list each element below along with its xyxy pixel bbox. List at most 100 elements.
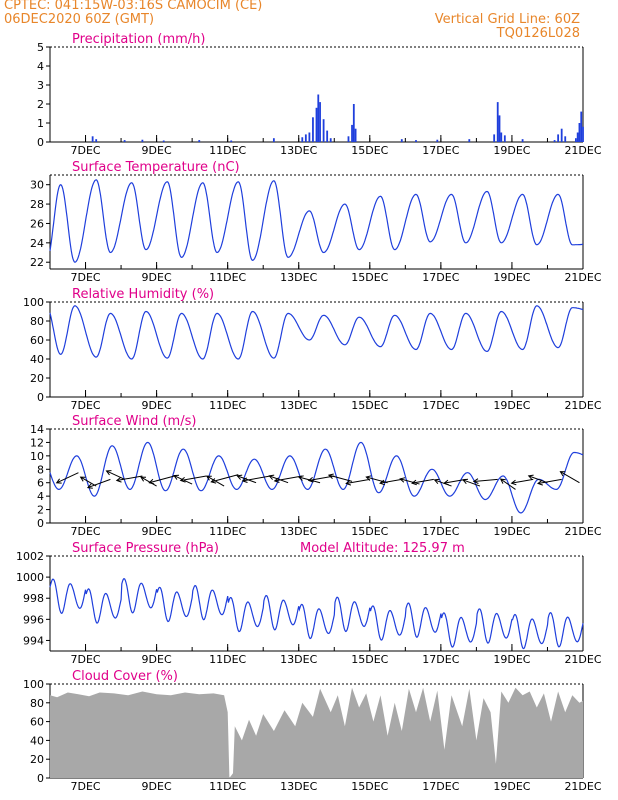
rh-ytick-label: 100 [23, 296, 44, 309]
wind-xtick-label: 17DEC [422, 525, 459, 538]
wind-vector [140, 476, 157, 487]
wind-vector [211, 474, 239, 483]
rh-title: Relative Humidity (%) [72, 287, 214, 302]
rh-ytick-label: 60 [30, 334, 44, 347]
wind-vector-head [365, 475, 372, 481]
wind-vector-head [345, 480, 352, 486]
precip-bar [553, 140, 556, 142]
cloud-xtick-label: 17DEC [422, 780, 459, 793]
wind-ytick-label: 14 [30, 423, 44, 436]
cloud-xtick-label: 19DEC [493, 780, 530, 793]
wind-xtick-label: 7DEC [70, 525, 100, 538]
rh-panel: Relative Humidity (%) 0 20 40 60 80 100 7DEC 9DE… [23, 287, 602, 412]
temp-ytick-label: 26 [30, 217, 44, 230]
wind-ytick-label: 0 [37, 517, 44, 530]
pres-subtitle: Model Altitude: 125.97 m [300, 541, 465, 556]
precip-bar [498, 115, 501, 142]
temp-xtick-label: 17DEC [422, 271, 459, 284]
wind-vector [116, 475, 143, 482]
wind-vector [462, 479, 481, 487]
cloud-xtick-label: 7DEC [70, 780, 100, 793]
wind-vector-head [536, 480, 543, 486]
wind-vector [380, 478, 402, 484]
precip-ytick-label: 4 [37, 60, 44, 73]
cloud-ytick-label: 0 [37, 772, 44, 785]
wind-vector-head [411, 479, 417, 486]
pres-line [49, 578, 584, 650]
precip-panel: Precipitation (mm/h) 0 1 2 3 4 5 7DEC 9DEC 11DEC 1… [37, 32, 602, 157]
header-station: CPTEC: 041:15W-03:16S CAMOCIM (CE) [4, 0, 263, 13]
rh-xtick-label: 9DEC [142, 399, 172, 412]
wind-vector-head [268, 474, 275, 480]
precip-xtick-label: 21DEC [564, 144, 601, 157]
rh-ytick-label: 40 [30, 353, 44, 366]
precip-bar [315, 107, 318, 142]
precip-xtick-label: 17DEC [422, 144, 459, 157]
precip-bar [347, 136, 350, 142]
precip-bar [578, 123, 581, 142]
precip-bar [503, 135, 506, 142]
precip-xtick-label: 19DEC [493, 144, 530, 157]
cloud-area [50, 687, 583, 778]
temp-xtick-label: 15DEC [351, 271, 388, 284]
rh-xtick-label: 17DEC [422, 399, 459, 412]
precip-bar [141, 139, 144, 142]
pres-xtick-label: 21DEC [564, 653, 601, 666]
wind-vector [87, 478, 111, 489]
cloud-panel: Cloud Cover (%) 0 20 40 60 80 100 7DEC 9DEC 11DEC… [23, 669, 602, 793]
precip-bar [304, 134, 307, 142]
wind-vector-head [236, 474, 243, 480]
wind-vector [56, 472, 79, 484]
wind-vector [346, 478, 370, 485]
wind-vector-head [297, 475, 304, 481]
wind-ytick-label: 12 [30, 436, 44, 449]
rh-ytick-label: 80 [30, 315, 44, 328]
precip-bar [230, 140, 233, 142]
wind-vector [528, 475, 548, 484]
wind-xtick-label: 19DEC [493, 525, 530, 538]
precip-bar [272, 138, 275, 142]
wind-vector [366, 476, 388, 484]
rh-xtick-label: 11DEC [209, 399, 246, 412]
rh-xtick-label: 13DEC [280, 399, 317, 412]
wind-xtick-label: 21DEC [564, 525, 601, 538]
precip-bar [351, 124, 353, 142]
precip-bar [91, 136, 94, 142]
precip-bar [162, 140, 165, 142]
cloud-ytick-label: 40 [30, 734, 44, 747]
precip-bar [557, 134, 560, 142]
pres-xtick-label: 11DEC [209, 653, 246, 666]
wind-vector [237, 475, 257, 484]
wind-vector-head [273, 477, 280, 483]
wind-vector [537, 478, 562, 485]
wind-vector [511, 478, 534, 484]
rh-xtick-label: 19DEC [493, 399, 530, 412]
pres-xtick-label: 17DEC [422, 653, 459, 666]
wind-vector-head [55, 478, 62, 484]
temp-panel: Surface Temperature (nC) 22 24 26 28 30 7DEC 9D… [30, 160, 602, 284]
temp-ytick-label: 28 [30, 198, 44, 211]
precip-ytick-label: 3 [37, 79, 44, 92]
pres-xtick-label: 13DEC [280, 653, 317, 666]
rh-xtick-label: 15DEC [351, 399, 388, 412]
rh-xtick-label: 21DEC [564, 399, 601, 412]
wind-xtick-label: 15DEC [351, 525, 388, 538]
precip-bar [415, 140, 417, 142]
cloud-xtick-label: 13DEC [280, 780, 317, 793]
wind-vector [473, 478, 498, 482]
wind-vector [400, 478, 420, 485]
wind-vector-head [210, 478, 217, 484]
precip-bar [95, 139, 98, 142]
wind-line [49, 441, 584, 514]
precip-bar [326, 130, 329, 142]
precip-xtick-label: 9DEC [142, 144, 172, 157]
pres-ytick-label: 1000 [16, 571, 44, 584]
wind-vector-head [307, 477, 314, 483]
precip-title: Precipitation (mm/h) [72, 32, 205, 47]
wind-vector-head [179, 477, 186, 483]
wind-vector-head [205, 475, 212, 481]
precip-ytick-label: 0 [37, 136, 44, 149]
precip-bar [521, 139, 524, 142]
precip-ytick-label: 1 [37, 117, 44, 130]
